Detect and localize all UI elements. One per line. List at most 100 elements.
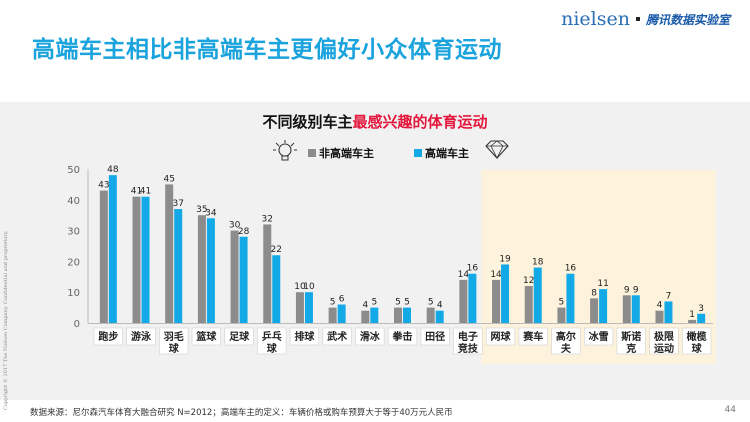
data-label: 41 (140, 187, 151, 197)
bar-premium (664, 301, 673, 323)
category-label-text: 橄榄 (687, 330, 707, 343)
category-label-box (387, 327, 418, 346)
category-label: 橄榄球 (682, 327, 712, 355)
data-label: 4 (437, 301, 443, 311)
data-label: 5 (404, 298, 410, 308)
bar-non-premium (165, 184, 174, 323)
data-label: 34 (205, 208, 217, 218)
bar-non-premium (557, 307, 566, 323)
data-label: 30 (229, 221, 241, 231)
data-label: 14 (458, 270, 470, 280)
category-label-box (289, 327, 320, 346)
bar-non-premium (524, 286, 533, 323)
category-label-text: 电子 (458, 330, 478, 343)
category-label-box (191, 327, 222, 346)
category-label-text: 足球 (229, 330, 250, 343)
bar-non-premium (197, 215, 206, 323)
bar-non-premium (688, 319, 697, 323)
category-label: 滑冰 (355, 327, 385, 346)
category-label-text: 拳击 (392, 330, 413, 343)
category-label-box (257, 327, 287, 355)
category-label: 拳击 (387, 327, 418, 346)
category-label-text: 球 (692, 342, 703, 355)
category-label-text: 游泳 (131, 330, 152, 343)
category-label-box (616, 327, 646, 355)
bar-premium (141, 196, 150, 323)
lightbulb-icon (273, 140, 297, 161)
legend-swatch (308, 149, 316, 157)
y-tick-label: 30 (67, 227, 80, 238)
data-label: 35 (196, 205, 207, 215)
y-tick-label: 20 (67, 257, 80, 268)
data-label: 43 (98, 181, 109, 191)
category-label-text: 羽毛 (164, 330, 184, 343)
category-label-text: 球 (169, 342, 180, 355)
bar-premium (206, 218, 215, 323)
category-label-box (518, 327, 548, 346)
category-label-text: 排球 (294, 330, 315, 343)
category-label-text: 赛车 (522, 330, 543, 343)
category-label-text: 武术 (327, 330, 347, 343)
data-label: 16 (467, 264, 479, 274)
category-label-box (224, 327, 254, 346)
category-label-text: 夫 (560, 342, 572, 355)
nielsen-logo: nielsen (561, 8, 630, 30)
bar-premium (304, 292, 313, 323)
bar-non-premium (426, 307, 435, 323)
chart-title-prefix: 不同级别车主 (262, 113, 353, 131)
category-label-box (453, 327, 483, 355)
category-label: 篮球 (191, 327, 222, 346)
bar-premium (566, 273, 575, 323)
data-label: 22 (271, 245, 282, 255)
category-label-box (682, 327, 712, 355)
category-label: 冰雪 (583, 327, 614, 346)
data-label: 11 (597, 279, 608, 289)
data-label: 37 (172, 199, 183, 209)
data-label: 18 (532, 258, 544, 268)
bar-non-premium (361, 310, 370, 323)
chart-title-highlight: 最感兴趣的体育运动 (352, 113, 488, 131)
category-label: 游泳 (126, 327, 156, 346)
bar-premium (435, 310, 444, 323)
category-label-text: 极限 (654, 330, 675, 343)
bar-premium (599, 289, 608, 323)
category-label-text: 克 (626, 342, 636, 355)
legend-swatch (414, 149, 422, 157)
legend-label: 非高端车主 (319, 146, 374, 160)
diamond-icon (485, 140, 509, 159)
data-label: 1 (689, 310, 695, 320)
category-label: 跑步 (93, 327, 123, 346)
tencent-lab-logo: 腾讯数据实验室 (645, 12, 730, 27)
data-label: 19 (499, 254, 511, 264)
category-label-text: 冰雪 (589, 330, 609, 343)
data-source-note: 数据来源：尼尔森汽车体育大融合研究 N=2012；高端车主的定义：车辆价格或购车… (30, 408, 453, 418)
category-label-box (485, 327, 516, 346)
data-label: 7 (666, 291, 672, 301)
y-tick-label: 40 (67, 196, 80, 207)
logo-separator (635, 17, 640, 21)
data-label: 10 (303, 282, 315, 292)
bar-premium (501, 264, 510, 323)
category-label-box (420, 327, 450, 346)
data-label: 32 (262, 214, 273, 224)
category-label: 排球 (289, 327, 320, 346)
category-label-text: 滑冰 (360, 330, 381, 343)
bar-premium (631, 295, 640, 323)
category-label: 武术 (322, 327, 352, 346)
category-label: 羽毛球 (159, 327, 189, 355)
data-label: 8 (591, 288, 597, 298)
data-label: 16 (565, 264, 577, 274)
category-label-text: 篮球 (195, 330, 217, 343)
bar-non-premium (263, 224, 272, 323)
category-label: 乒乓球 (257, 327, 287, 355)
bar-premium (403, 307, 411, 323)
data-label: 45 (163, 174, 174, 184)
category-label-box (93, 327, 123, 346)
category-label: 田径 (420, 327, 450, 346)
bar-non-premium (394, 307, 402, 323)
bar-non-premium (492, 279, 501, 323)
category-label-text: 田径 (425, 330, 445, 343)
bar-non-premium (622, 295, 631, 323)
